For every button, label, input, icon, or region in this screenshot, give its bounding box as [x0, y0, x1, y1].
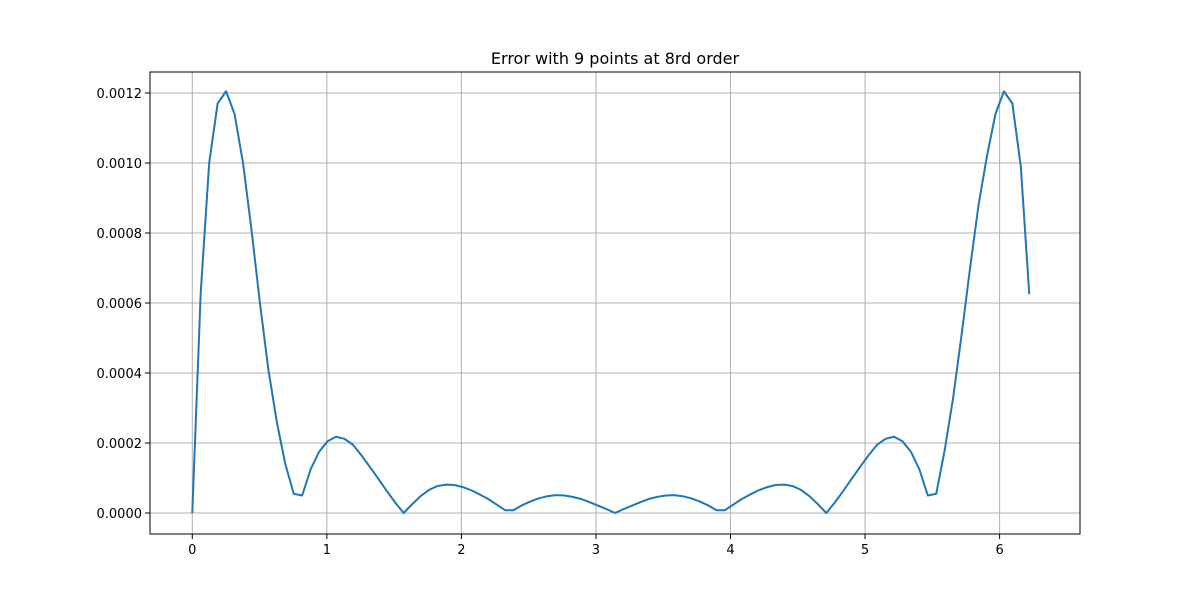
- series-group: [191, 90, 1031, 514]
- y-axis: 0.0000 0.0002 0.0004 0.0006 0.0008 0.0010 0.00…: [97, 87, 150, 522]
- chart-title: Error with 9 points at 8rd order: [491, 49, 740, 68]
- x-tick-label: 6: [995, 543, 1003, 558]
- x-axis: 0 1 2 3 4 5 6: [188, 534, 1004, 558]
- y-tick-label: 0.0004: [97, 367, 143, 382]
- x-tick-label: 0: [188, 543, 196, 558]
- series-line: [191, 90, 1031, 514]
- x-tick-label: 4: [726, 543, 734, 558]
- y-tick-label: 0.0002: [97, 437, 143, 452]
- x-tick-label: 3: [592, 543, 600, 558]
- y-tick-label: 0.0000: [97, 507, 143, 522]
- grid: [150, 72, 1080, 534]
- y-tick-label: 0.0006: [97, 297, 143, 312]
- x-tick-label: 1: [323, 543, 331, 558]
- y-tick-label: 0.0008: [97, 227, 143, 242]
- plot-frame: [149, 71, 1081, 535]
- x-tick-label: 2: [457, 543, 465, 558]
- y-tick-label: 0.0012: [97, 87, 143, 102]
- x-tick-label: 5: [861, 543, 869, 558]
- y-tick-label: 0.0010: [97, 157, 143, 172]
